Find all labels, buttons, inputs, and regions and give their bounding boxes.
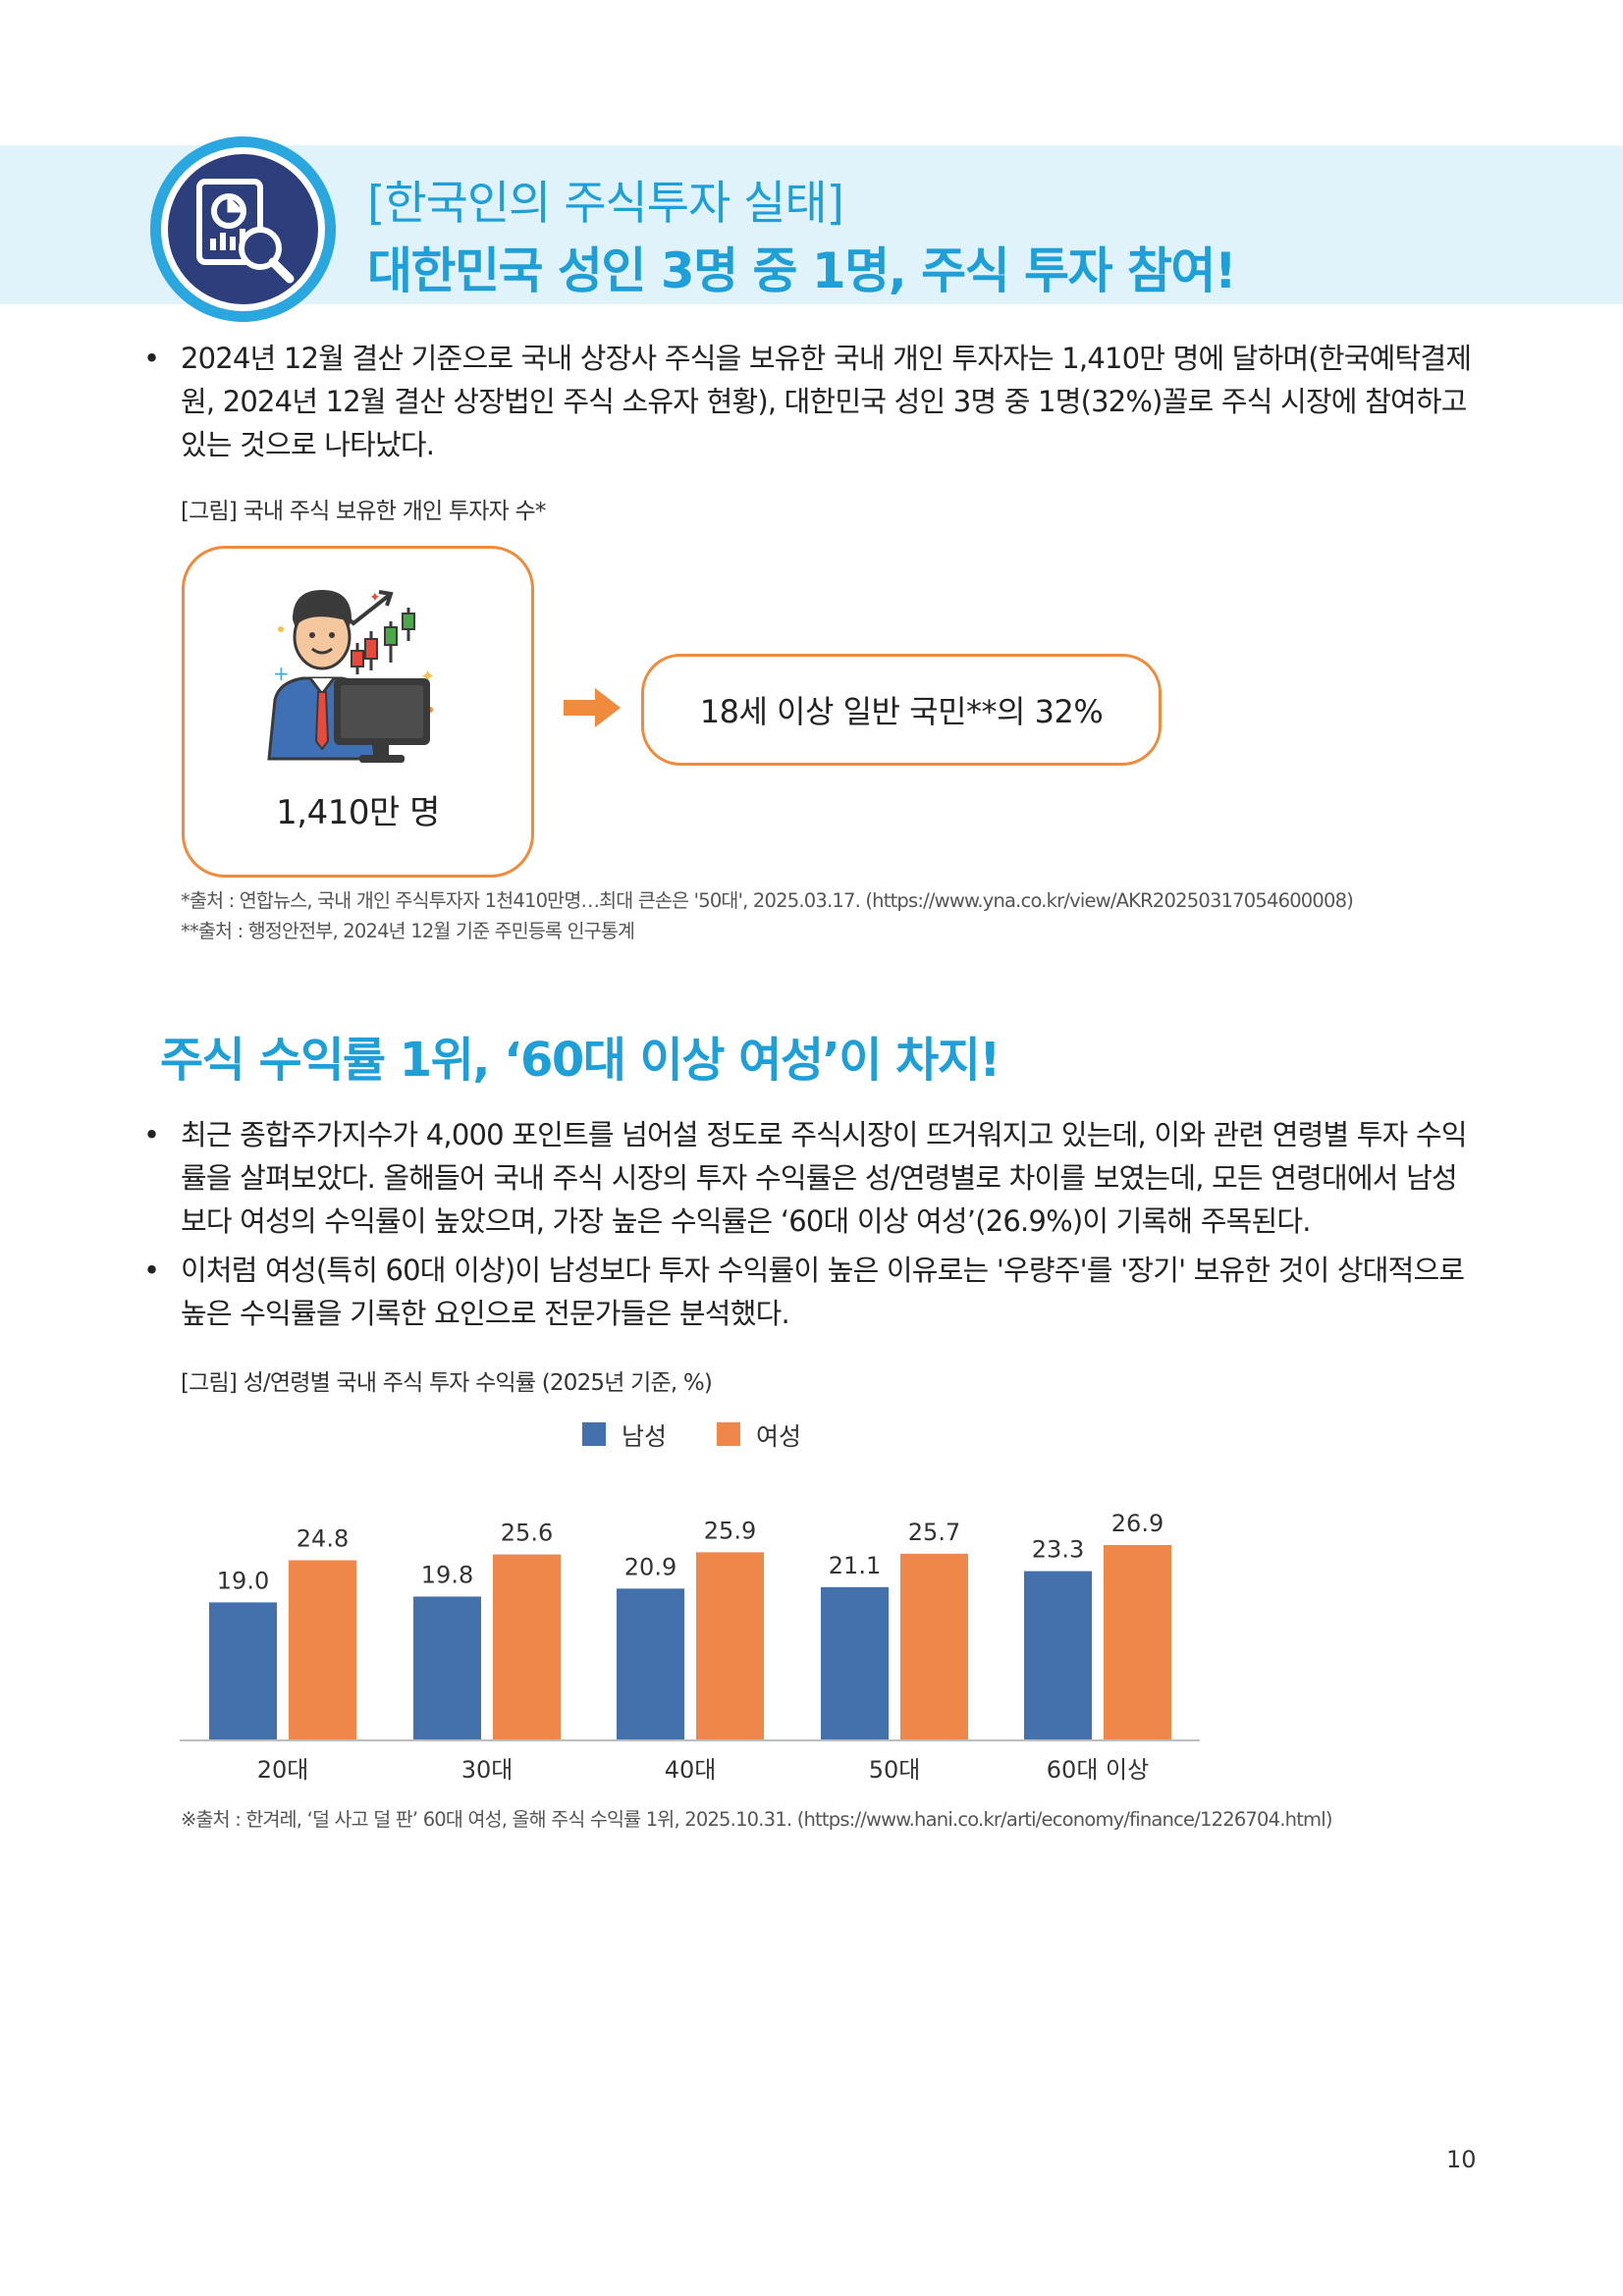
bar-female-0 [289,1560,356,1740]
x-tick-label: 30대 [461,1756,514,1784]
section2-title: 주식 수익률 1위, ‘60대 이상 여성’이 차지! [160,1033,1001,1088]
population-share-label: 18세 이상 일반 국민**의 32% [699,693,1104,730]
bullet-marker: • [143,1254,161,1287]
legend-label-female: 여성 [756,1422,802,1451]
source-note-3: ※출처 : 한겨레, ‘덜 사고 덜 판’ 60대 여성, 올해 주식 수익률 … [181,1808,1332,1831]
source-note-2: **출처 : 행정안전부, 2024년 12월 기준 주민등록 인구통계 [181,920,635,942]
bar-male-2 [617,1588,684,1740]
section2-paragraph-1: 최근 종합주가지수가 4,000 포인트를 넘어설 정도로 주식시장이 뜨거워지… [181,1118,1468,1238]
bar-value-label: 25.6 [501,1520,553,1547]
bar-value-label: 20.9 [624,1553,676,1580]
bar-value-label: 25.9 [704,1517,756,1544]
x-tick-label: 50대 [869,1756,921,1784]
bar-value-label: 25.7 [908,1519,960,1546]
bar-male-4 [1024,1571,1092,1740]
section2-paragraph-2: 이처럼 여성(특히 60대 이상)이 남성보다 투자 수익률이 높은 이유로는 … [181,1254,1465,1330]
bar-female-1 [493,1554,561,1740]
svg-text:+: + [273,662,290,685]
arrow-right-icon [564,688,622,731]
x-tick-label: 20대 [257,1756,309,1784]
svg-text:✦: ✦ [369,590,381,606]
investor-at-computer-icon: + ✦ ✦ [263,572,450,773]
legend-swatch-female [717,1422,740,1446]
bar-value-label: 23.3 [1032,1536,1084,1564]
legend-label-male: 남성 [622,1422,668,1451]
x-tick-label: 40대 [665,1756,717,1784]
bar-male-1 [413,1596,481,1740]
bullet-marker: • [143,1118,161,1151]
figure1-caption: [그림] 국내 주식 보유한 개인 투자자 수* [181,499,546,524]
population-share-box [641,654,1162,766]
bar-female-2 [696,1552,764,1740]
investor-count-label: 1,410만 명 [276,793,440,832]
source-note-1: *출처 : 연합뉴스, 국내 개인 주식투자자 1천410만명…최대 큰손은 '… [181,889,1354,912]
chart-magnifier-icon [168,154,318,304]
page-number: 10 [1446,2146,1477,2173]
bullet-marker: • [143,342,161,375]
bar-value-label: 19.0 [217,1567,269,1594]
bar-male-0 [209,1602,277,1740]
bar-value-label: 21.1 [829,1552,881,1579]
bar-female-4 [1104,1544,1171,1740]
bar-value-label: 24.8 [297,1524,349,1552]
header-subtitle: [한국인의 주식투자 실태] [367,177,844,231]
bar-value-label: 26.9 [1111,1510,1163,1537]
section1-paragraph: 2024년 12월 결산 기준으로 국내 상장사 주식을 보유한 국내 개인 투… [181,342,1472,461]
legend-swatch-male [582,1422,606,1446]
header-title: 대한민국 성인 3명 중 1명, 주식 투자 참여! [367,242,1237,299]
bar-male-3 [821,1586,889,1740]
bar-female-3 [900,1553,968,1740]
x-tick-label: 60대 이상 [1047,1756,1149,1784]
figure2-caption: [그림] 성/연령별 국내 주식 투자 수익률 (2025년 기준, %) [181,1370,713,1396]
bar-value-label: 19.8 [421,1561,473,1588]
